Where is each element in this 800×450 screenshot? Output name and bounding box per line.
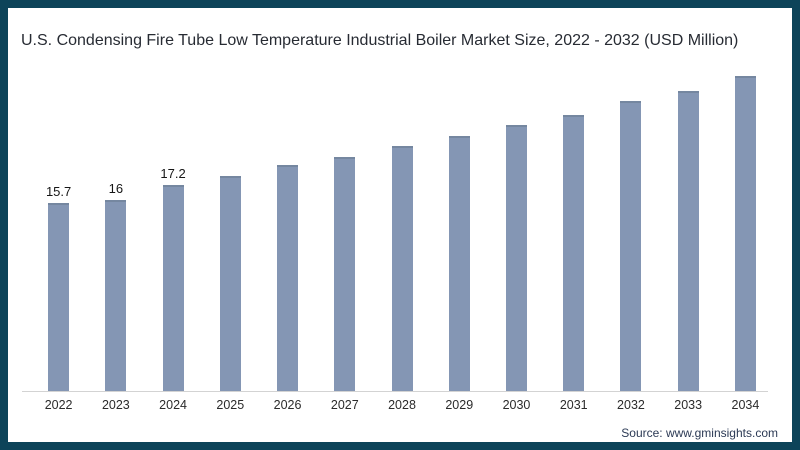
bar-2030 xyxy=(505,125,527,391)
bar-2026 xyxy=(277,165,299,391)
x-axis-label-2028: 2028 xyxy=(388,398,416,412)
x-axis-label-2024: 2024 xyxy=(159,398,187,412)
x-axis-label-2034: 2034 xyxy=(731,398,760,412)
x-axis-label-2023: 2023 xyxy=(101,398,130,412)
x-axis-label-2032: 2032 xyxy=(617,398,645,412)
bar-plot-area: 15.7 16 17.2 xyxy=(30,60,774,391)
x-axis-label-2030: 2030 xyxy=(502,398,531,412)
bar-column-2022: 15.7 xyxy=(30,60,87,391)
bar-column-2032 xyxy=(602,60,659,391)
x-axis-label-2026: 2026 xyxy=(273,398,302,412)
bar-2033 xyxy=(677,91,699,391)
bar-column-2025 xyxy=(202,60,259,391)
bar-value-label-2024: 17.2 xyxy=(160,166,186,181)
chart-title: U.S. Condensing Fire Tube Low Temperatur… xyxy=(21,32,739,49)
bar-value-label-2022: 15.7 xyxy=(45,184,72,199)
bar-column-2027 xyxy=(316,60,373,391)
bar-column-2031 xyxy=(545,60,602,391)
bar-2024 xyxy=(162,185,184,391)
bar-column-2026 xyxy=(259,60,316,391)
bar-2025 xyxy=(219,176,241,391)
bar-2031 xyxy=(563,115,585,391)
bar-2022 xyxy=(48,203,70,391)
bar-2029 xyxy=(448,136,470,391)
bar-column-2034 xyxy=(717,60,774,391)
bar-2023 xyxy=(105,200,127,391)
x-axis-label-2025: 2025 xyxy=(216,398,245,412)
x-axis-label-2027: 2027 xyxy=(330,398,359,412)
bar-column-2028 xyxy=(373,60,430,391)
bar-2034 xyxy=(734,76,756,391)
bar-2032 xyxy=(620,101,642,391)
x-axis-line xyxy=(22,391,768,392)
bar-column-2024: 17.2 xyxy=(144,60,201,391)
x-axis-label-2029: 2029 xyxy=(445,398,474,412)
x-axis: 2022 2023 2024 2025 2026 2027 2028 2029 2030 2031… xyxy=(30,398,774,412)
bar-column-2023: 16 xyxy=(87,60,144,391)
bar-column-2029 xyxy=(431,60,488,391)
source-credit: Source: www.gminsights.com xyxy=(621,426,778,440)
x-axis-label-2033: 2033 xyxy=(674,398,703,412)
bar-column-2030 xyxy=(488,60,545,391)
x-axis-label-2022: 2022 xyxy=(44,398,73,412)
bar-2028 xyxy=(391,146,413,391)
bar-2027 xyxy=(334,157,356,391)
bar-column-2033 xyxy=(660,60,717,391)
bar-value-label-2023: 16 xyxy=(108,181,124,196)
x-axis-label-2031: 2031 xyxy=(559,398,588,412)
